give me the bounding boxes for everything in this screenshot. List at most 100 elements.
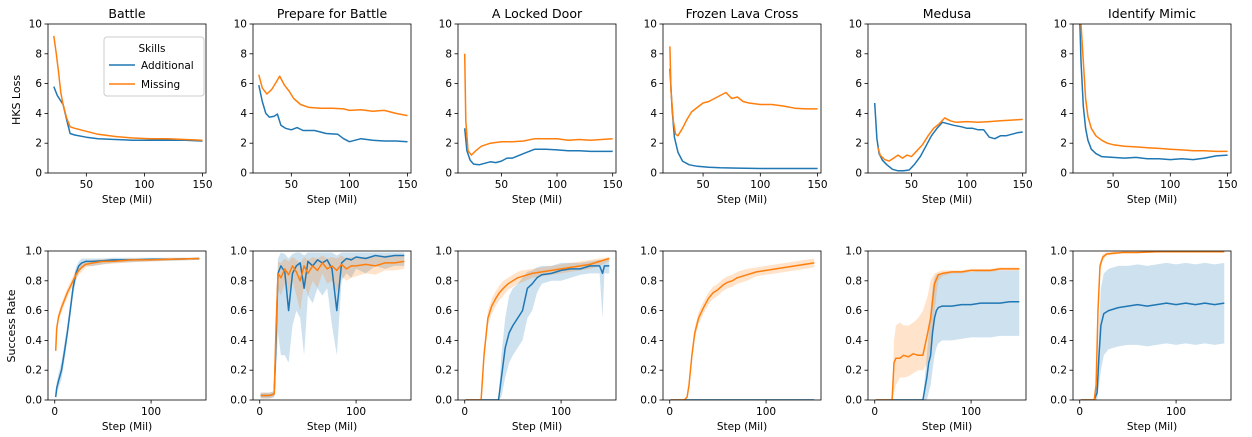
x-tick-label: 100	[141, 406, 161, 418]
series-line-missing	[877, 117, 1023, 162]
legend-box	[103, 36, 205, 97]
x-tick-label: 50	[696, 179, 709, 191]
series-line-missing	[260, 260, 405, 397]
panel-8: 0.0 0.2 0.4 0.6 0.8 1.0 0 100 Step (Mil)	[230, 246, 412, 433]
series-line-missing	[1080, 24, 1228, 153]
y-tick-label: 4	[855, 108, 862, 120]
x-tick-label: 100	[957, 179, 977, 191]
y-tick-label: 6	[650, 78, 657, 90]
x-tick-label: 0	[461, 406, 468, 418]
y-tick-label: 0.8	[25, 275, 42, 287]
plot-area	[260, 252, 405, 399]
x-axis-label: Step (Mil)	[1127, 194, 1177, 206]
y-tick-label: 0	[35, 168, 42, 180]
y-tick-label: 6	[1060, 78, 1067, 90]
y-tick-label: 0	[855, 168, 862, 180]
panel-11: 0.0 0.2 0.4 0.6 0.8 1.0 0 100 Step (Mil)	[845, 246, 1027, 433]
x-axis-label: Step (Mil)	[922, 194, 972, 206]
axes-frame	[252, 250, 412, 401]
x-tick-label: 0	[51, 406, 58, 418]
series-line-additional	[669, 68, 818, 170]
x-tick-label: 0	[1076, 406, 1083, 418]
axes-frame	[47, 23, 207, 174]
x-tick-label: 0	[256, 406, 263, 418]
x-axis-label: Step (Mil)	[1127, 421, 1177, 433]
series-line-additional	[260, 254, 405, 397]
y-tick-label: 1.0	[845, 246, 862, 258]
x-tick-label: 150	[808, 179, 828, 191]
panel-12: 0.0 0.2 0.4 0.6 0.8 1.0 0 100 Step (Mil)	[1050, 246, 1232, 433]
panel-title: Frozen Lava Cross	[686, 6, 799, 21]
x-tick-label: 150	[603, 179, 623, 191]
y-tick-label: 0.0	[25, 395, 42, 407]
y-tick-label: 10	[1054, 19, 1067, 31]
y-tick-label: 10	[29, 19, 42, 31]
y-tick-label: 0.6	[25, 305, 42, 317]
y-tick-label: 6	[855, 78, 862, 90]
x-axis-label: Step (Mil)	[512, 194, 562, 206]
y-tick-label: 4	[445, 108, 452, 120]
axes-frame	[252, 23, 412, 174]
y-tick-label: 4	[240, 108, 247, 120]
band-missing	[465, 257, 610, 400]
y-tick-label: 0	[1060, 168, 1067, 180]
series-line-additional	[463, 128, 613, 166]
x-tick-label: 50	[285, 179, 298, 191]
axes-frame	[1072, 250, 1232, 401]
series-line-missing	[1080, 251, 1225, 400]
y-tick-label: 0.8	[230, 275, 247, 287]
y-tick-label: 4	[650, 108, 657, 120]
band-missing	[260, 255, 405, 399]
series-line-additional	[875, 300, 1020, 400]
series-line-additional	[258, 84, 408, 143]
y-tick-label: 6	[445, 78, 452, 90]
x-tick-label: 50	[905, 179, 918, 191]
y-tick-label: 0.6	[640, 305, 657, 317]
x-tick-label: 150	[397, 179, 417, 191]
y-tick-label: 0.8	[1050, 275, 1067, 287]
x-tick-label: 100	[961, 406, 981, 418]
y-tick-label: 0.0	[1050, 395, 1067, 407]
plot-area	[1080, 251, 1225, 400]
x-axis-label: Step (Mil)	[102, 421, 152, 433]
axes-frame	[867, 23, 1027, 174]
y-tick-label: 8	[35, 48, 42, 60]
y-tick-label: 6	[35, 78, 42, 90]
y-tick-label: 0	[240, 168, 247, 180]
x-tick-label: 100	[1166, 406, 1186, 418]
plot-area	[875, 267, 1020, 400]
axes-frame	[47, 250, 207, 401]
y-tick-label: 1.0	[230, 246, 247, 258]
series-line-missing	[258, 74, 408, 117]
x-axis-label: Step (Mil)	[512, 421, 562, 433]
panel-5: Medusa 0 2 4 6 8 10 50 100 150 Step (Mil)	[849, 6, 1033, 206]
y-tick-label: 1.0	[1050, 246, 1067, 258]
x-tick-label: 100	[551, 406, 571, 418]
panel-7: 0.0 0.2 0.4 0.6 0.8 1.0 0 100 Step (Mil)	[25, 246, 207, 433]
x-axis-label: Step (Mil)	[922, 421, 972, 433]
x-axis-label: Step (Mil)	[307, 421, 357, 433]
y-tick-label: 8	[1060, 48, 1067, 60]
axes-frame	[662, 250, 822, 401]
y-tick-label: 8	[855, 48, 862, 60]
legend-title: Skills	[139, 43, 166, 55]
band-additional	[1080, 262, 1225, 400]
y-tick-label: 10	[849, 19, 862, 31]
x-tick-label: 50	[495, 179, 508, 191]
y-tick-label: 0.0	[435, 395, 452, 407]
x-tick-label: 100	[756, 406, 776, 418]
axes-frame	[457, 23, 617, 174]
x-tick-label: 100	[547, 179, 567, 191]
x-tick-label: 100	[134, 179, 154, 191]
axes-frame	[662, 23, 822, 174]
panel-9: 0.0 0.2 0.4 0.6 0.8 1.0 0 100 Step (Mil)	[435, 246, 617, 433]
panel-4: Frozen Lava Cross 0 2 4 6 8 10 50 100 150 Step (Mi…	[644, 6, 828, 206]
plot-area	[873, 102, 1023, 172]
series-line-missing	[54, 257, 200, 351]
series-line-additional	[1080, 302, 1225, 400]
y-tick-label: 1.0	[25, 246, 42, 258]
y-tick-label: 0.4	[845, 335, 862, 347]
plot-area	[1079, 24, 1228, 161]
y-tick-label: 2	[35, 138, 42, 150]
